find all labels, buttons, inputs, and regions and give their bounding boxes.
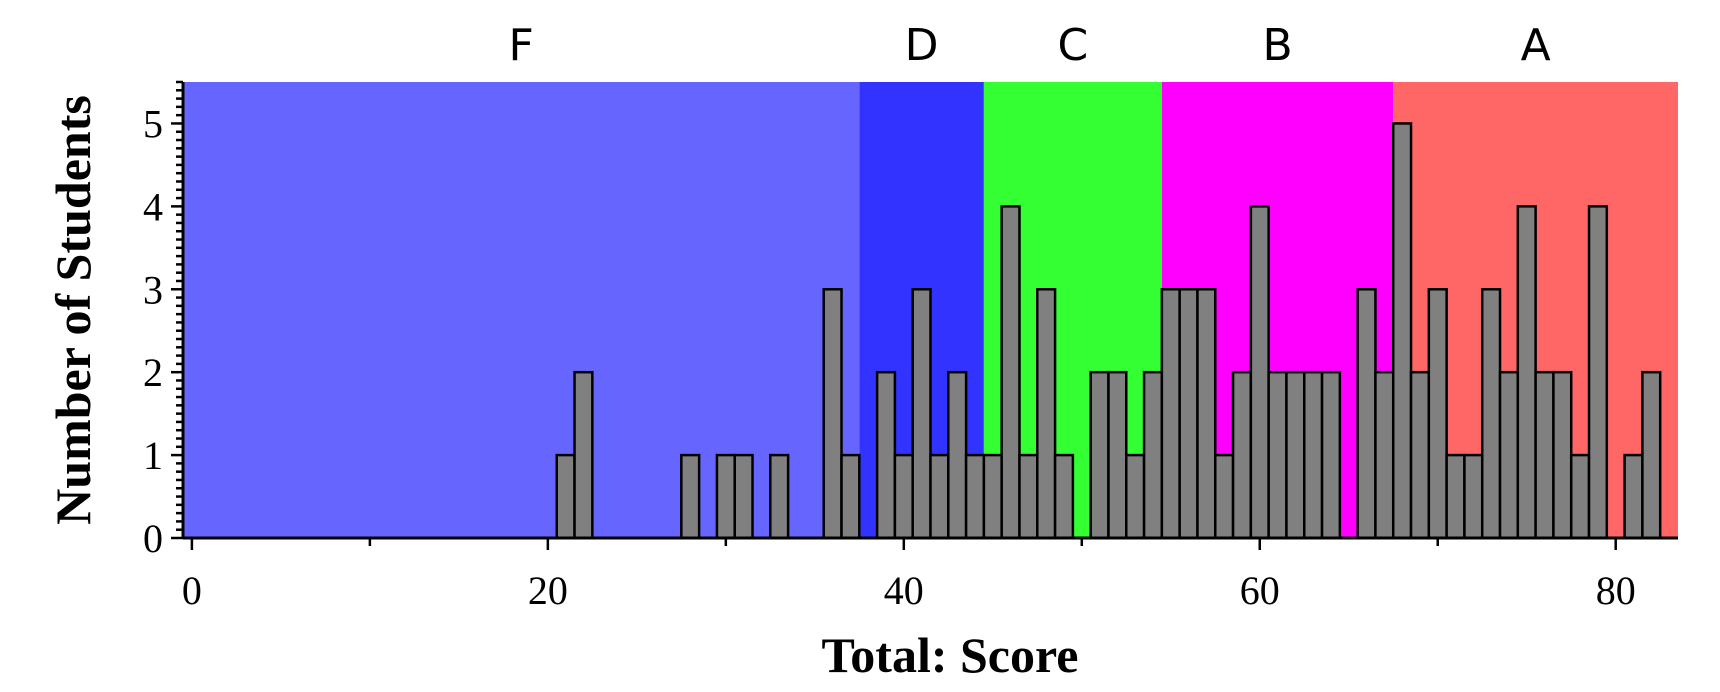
bar-score-75 (1516, 205, 1537, 540)
x-tick-label: 60 (1240, 568, 1280, 613)
bar-score-73 (1480, 288, 1502, 540)
y-tick-label: 2 (143, 350, 163, 395)
bar-score-79 (1587, 205, 1609, 540)
bar-score-39 (875, 370, 897, 540)
y-tick-label: 3 (143, 267, 163, 312)
bar-score-63 (1303, 370, 1324, 540)
grade-label-a: A (1521, 20, 1551, 71)
bar-score-37 (840, 453, 861, 540)
bar-score-30 (715, 453, 736, 540)
bar-score-52 (1107, 370, 1128, 540)
bar-score-78 (1569, 453, 1591, 540)
bar-score-41 (911, 288, 932, 540)
bar-score-76 (1534, 370, 1555, 540)
grade-label-f: F (508, 20, 533, 71)
bar-score-82 (1641, 370, 1662, 540)
x-axis-title: Total: Score (822, 627, 1079, 683)
bar-score-51 (1089, 370, 1110, 540)
bar-score-81 (1623, 453, 1644, 540)
bar-score-40 (893, 453, 914, 540)
y-tick-label: 5 (143, 101, 163, 146)
bar-score-60 (1249, 205, 1270, 540)
bar-score-70 (1427, 288, 1448, 540)
bar-score-64 (1320, 370, 1342, 540)
bar-score-47 (1018, 453, 1039, 540)
x-tick-label: 0 (182, 568, 202, 613)
grade-band-f (183, 82, 860, 538)
bar-score-69 (1409, 370, 1431, 540)
axes: 0 1 2 3 4 5 0 20 40 60 80 (143, 80, 1678, 613)
y-tick-label: 1 (143, 433, 163, 478)
x-tick-label: 80 (1596, 568, 1636, 613)
y-tick-label: 0 (143, 516, 163, 561)
bar-score-45 (982, 453, 1003, 540)
bar-score-55 (1160, 288, 1181, 540)
grade-label-b: B (1262, 20, 1292, 71)
bar-score-77 (1552, 370, 1573, 540)
x-tick-label: 20 (528, 568, 568, 613)
grade-label-d: D (905, 20, 939, 71)
bar-score-57 (1196, 288, 1217, 540)
bar-score-59 (1231, 370, 1253, 540)
bar-score-33 (769, 453, 790, 540)
bar-score-22 (573, 370, 594, 540)
bar-score-54 (1142, 370, 1164, 540)
bar-score-48 (1036, 288, 1057, 540)
bar-score-31 (733, 453, 754, 540)
bar-score-21 (555, 453, 576, 540)
bar-score-72 (1463, 453, 1484, 540)
bar-score-44 (964, 453, 986, 540)
bar-score-74 (1498, 370, 1520, 540)
bar-score-62 (1285, 370, 1306, 540)
bar-score-58 (1214, 453, 1235, 540)
bar-score-71 (1445, 453, 1466, 540)
bar-score-49 (1053, 453, 1075, 540)
bar-score-56 (1178, 288, 1199, 540)
bar-score-36 (822, 288, 843, 540)
y-tick-label: 4 (143, 184, 163, 229)
bar-score-68 (1391, 122, 1413, 540)
bar-score-46 (1000, 205, 1021, 540)
bar-score-42 (929, 453, 950, 540)
bar-score-66 (1356, 288, 1377, 540)
x-tick-label: 40 (884, 568, 924, 613)
grade-label-c: C (1058, 20, 1089, 71)
bar-score-61 (1267, 370, 1288, 540)
bar-score-67 (1374, 370, 1395, 540)
bar-score-53 (1125, 453, 1146, 540)
bar-score-28 (680, 453, 701, 540)
bar-score-43 (947, 370, 968, 540)
y-axis-title: Number of Students (45, 95, 101, 525)
